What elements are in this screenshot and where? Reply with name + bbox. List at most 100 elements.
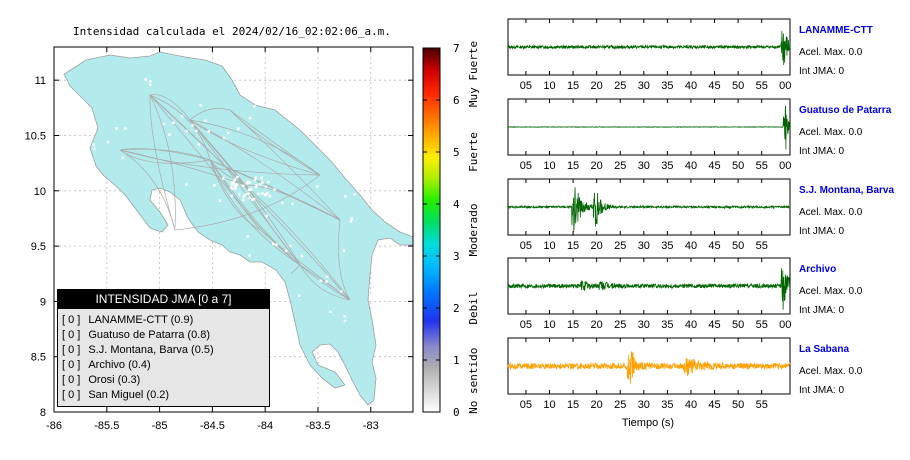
seismogram-tick-label: 55: [756, 399, 768, 411]
town-marker: [271, 242, 275, 246]
map-x-tick-label: -84.5: [200, 420, 225, 432]
town-marker: [169, 205, 173, 208]
road: [244, 184, 341, 221]
station-name: Guatuso de Patarra: [799, 105, 892, 116]
seismogram-tick-label: 10: [543, 80, 555, 92]
seismogram-tick-label: 35: [661, 160, 673, 172]
seismogram-tick-label: 20: [591, 80, 603, 92]
legend-item-intensity: [ 0 ]: [62, 344, 81, 356]
legend-item: [ 0 ] S.J. Montana, Barva (0.5): [62, 343, 269, 358]
town-marker: [235, 183, 239, 186]
seismogram-panels: 05 10 15 20 25 30 35 40 45 50 55 00 LANAMME-CTT Acel.…: [507, 18, 894, 411]
seismogram-tick-label: 30: [638, 319, 650, 331]
town-marker: [254, 176, 258, 180]
seismogram-tick-label: 00: [779, 319, 791, 331]
seismogram-tick-label: 45: [708, 80, 720, 92]
town-marker: [325, 280, 328, 283]
town-marker: [242, 195, 245, 198]
station-accel: Acel. Max. 0.0: [799, 286, 863, 297]
town-marker: [254, 185, 258, 189]
town-marker: [329, 310, 332, 314]
road: [209, 159, 301, 266]
town-marker: [275, 243, 278, 246]
town-marker: [260, 177, 264, 180]
town-marker: [93, 147, 96, 151]
town-marker: [268, 194, 272, 198]
map-y-tick-label: 10.5: [25, 130, 46, 142]
colorbar-tick-label: 6: [453, 94, 460, 107]
seismogram-tick-label: 05: [520, 80, 532, 92]
town-marker: [195, 129, 198, 133]
town-marker: [252, 197, 256, 201]
station-accel: Acel. Max. 0.0: [799, 366, 863, 377]
town-marker: [148, 83, 152, 87]
station-jma: Int JMA: 0: [799, 66, 844, 77]
station-accel: Acel. Max. 0.0: [799, 47, 863, 58]
seismogram-panel: 05 10 15 20 25 30 35 40 45 50 55 La Sabana Acel. Max…: [507, 337, 863, 411]
seismogram-tick-label: 40: [685, 80, 697, 92]
colorbar-category-label: Debil: [467, 291, 480, 324]
town-marker: [340, 290, 343, 293]
legend-item-intensity: [ 0 ]: [62, 374, 81, 386]
legend-item-intensity: [ 0 ]: [62, 359, 81, 371]
seismogram-tick-label: 55: [756, 319, 768, 331]
seismogram-tick-label: 50: [732, 80, 744, 92]
seismogram-tick-label: 30: [638, 240, 650, 252]
town-marker: [234, 186, 237, 189]
legend-item: [ 0 ] Guatuso de Patarra (0.8): [62, 328, 269, 343]
legend-title: INTENSIDAD JMA [0 a 7]: [58, 290, 269, 309]
town-marker: [92, 143, 95, 146]
town-marker: [236, 175, 239, 179]
town-marker: [222, 177, 225, 180]
town-marker: [175, 226, 178, 230]
seismogram-tick-label: 45: [708, 160, 720, 172]
road: [149, 94, 191, 121]
town-marker: [230, 182, 234, 186]
seismogram-tick-label: 05: [520, 319, 532, 331]
seismogram-tick-label: 10: [543, 399, 555, 411]
seismogram-trace: [507, 351, 791, 385]
seismogram-tick-label: 25: [614, 319, 626, 331]
town-marker: [233, 178, 236, 182]
seismogram-tick-label: 45: [708, 240, 720, 252]
map-x-axis: -86 -85.5 -85 -84.5 -84 -83.5 -83: [46, 47, 379, 432]
town-marker: [222, 136, 226, 140]
legend-item-intensity: [ 0 ]: [62, 329, 81, 341]
town-marker: [197, 143, 201, 146]
town-marker: [377, 286, 381, 290]
town-marker: [353, 193, 356, 196]
road: [149, 94, 176, 231]
town-marker: [252, 90, 255, 93]
seismogram-tick-label: 40: [685, 399, 697, 411]
town-marker: [230, 194, 234, 198]
town-marker: [247, 192, 250, 196]
map-x-tick-label: -84: [257, 420, 273, 432]
town-marker: [124, 127, 127, 130]
legend-item-label: Guatuso de Patarra (0.8): [88, 329, 211, 341]
town-marker: [237, 127, 240, 130]
town-marker: [267, 180, 270, 184]
town-marker: [258, 182, 262, 186]
road: [149, 94, 261, 231]
town-marker: [251, 198, 254, 202]
town-marker: [281, 201, 284, 205]
town-marker: [248, 254, 251, 257]
town-marker: [298, 294, 301, 297]
map-y-tick-label: 8.5: [31, 352, 46, 364]
seismogram-tick-label: 20: [591, 319, 603, 331]
seismogram-tick-label: 10: [543, 319, 555, 331]
town-marker: [319, 279, 323, 283]
town-marker: [300, 254, 304, 258]
seismogram-tick-label: 10: [543, 240, 555, 252]
seismogram-tick-label: 35: [661, 399, 673, 411]
seismogram-tick-label: 15: [567, 160, 579, 172]
map-y-tick-label: 9.5: [31, 241, 46, 253]
road: [149, 94, 211, 161]
road: [119, 148, 211, 161]
seismogram-tick-label: 20: [591, 240, 603, 252]
town-marker: [232, 181, 235, 184]
colorbar-gradient: [422, 47, 441, 413]
town-markers: [92, 78, 381, 323]
map-y-tick-label: 9: [40, 296, 46, 308]
